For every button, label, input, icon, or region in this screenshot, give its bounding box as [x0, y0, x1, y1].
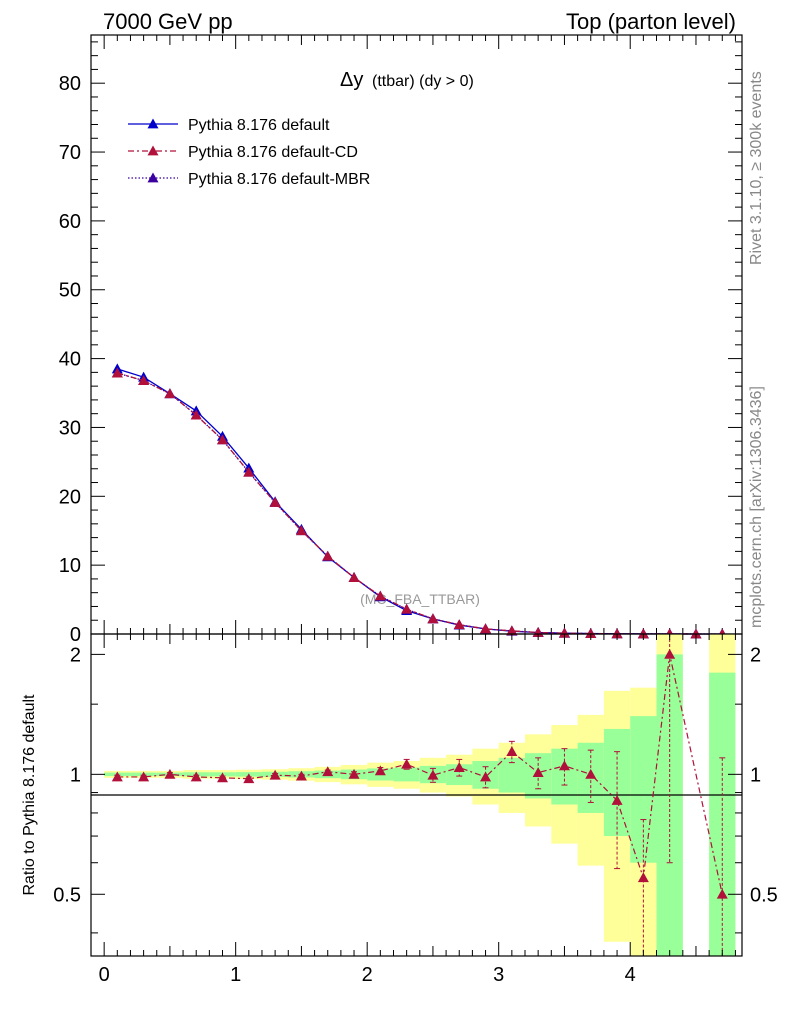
chart-subtitle: (ttbar) (dy > 0) — [372, 73, 474, 90]
ratio-ylabel: Ratio to Pythia 8.176 default — [21, 694, 38, 896]
mcplots-label: mcplots.cern.ch [arXiv:1306.3436] — [748, 386, 765, 628]
header-process: Top (parton level) — [566, 9, 736, 34]
x-tick-label: 1 — [230, 964, 241, 986]
chart: 7000 GeV pp Top (parton level) Rivet 3.1… — [0, 0, 786, 1024]
ratio-tick-label-right: 1 — [750, 764, 761, 786]
chart-title: Δy — [340, 69, 363, 91]
series-point-cd — [349, 572, 360, 582]
y-tick-label: 60 — [59, 211, 81, 233]
legend: Pythia 8.176 default Pythia 8.176 default… — [128, 117, 370, 188]
legend-label-cd: Pythia 8.176 default-CD — [188, 144, 358, 161]
x-tick-label: 4 — [625, 964, 636, 986]
rivet-label: Rivet 3.1.10, ≥ 300k events — [748, 71, 765, 265]
main-ticks: 0 10 20 30 40 50 60 70 80 — [59, 35, 742, 646]
ratio-tick-label: 1 — [70, 764, 81, 786]
x-tick-label: 3 — [493, 964, 504, 986]
y-tick-label: 20 — [59, 486, 81, 508]
ratio-panel: 0.5 0.5 1 1 2 2 0 1 2 3 4 Ratio to Pythia 8.176 d… — [21, 634, 778, 986]
ratio-tick-label: 2 — [70, 644, 81, 666]
header-energy: 7000 GeV pp — [103, 9, 233, 34]
ratio-tick-label-right: 2 — [750, 644, 761, 666]
y-tick-label: 30 — [59, 417, 81, 439]
x-tick-label: 2 — [362, 964, 373, 986]
y-tick-label: 50 — [59, 280, 81, 302]
y-tick-label: 40 — [59, 349, 81, 371]
y-tick-label: 80 — [59, 73, 81, 95]
y-tick-label: 70 — [59, 142, 81, 164]
legend-label-default: Pythia 8.176 default — [188, 117, 330, 134]
series-point-cd — [164, 388, 175, 398]
x-tick-label: 0 — [99, 964, 110, 986]
y-tick-label: 10 — [59, 555, 81, 577]
y-tick-label: 0 — [70, 624, 81, 646]
ratio-tick-label-right: 0.5 — [750, 884, 778, 906]
ratio-tick-label: 0.5 — [53, 884, 81, 906]
legend-label-mbr: Pythia 8.176 default-MBR — [188, 171, 370, 188]
